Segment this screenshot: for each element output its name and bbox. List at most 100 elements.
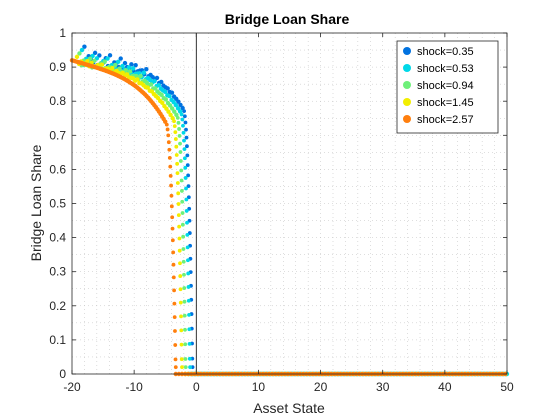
data-point: [153, 86, 158, 91]
x-axis-ticks: -20 -10 0 10 20 30 40 50: [63, 33, 514, 394]
data-point: [172, 301, 177, 306]
data-point: [172, 124, 177, 129]
data-point: [170, 116, 175, 121]
data-point: [163, 119, 168, 124]
y-tick-label: 0.8: [49, 94, 66, 108]
legend-box: [396, 40, 499, 134]
data-point: [181, 234, 186, 239]
data-point: [179, 328, 184, 333]
data-point: [182, 286, 187, 290]
data-point: [170, 238, 175, 243]
data-point: [102, 59, 107, 64]
data-point: [166, 133, 171, 138]
data-point: [116, 59, 121, 65]
data-point: [173, 130, 178, 135]
data-point: [175, 161, 180, 166]
data-point: [183, 342, 188, 347]
x-tick-label: 20: [314, 380, 328, 394]
y-tick-label: 0.5: [49, 197, 66, 211]
data-point: [167, 155, 172, 160]
data-point: [170, 226, 175, 231]
data-point: [170, 215, 175, 220]
data-point: [134, 73, 139, 79]
data-point: [182, 147, 187, 152]
data-point: [177, 224, 182, 229]
data-point: [187, 206, 192, 211]
legend-label: shock=1.45: [417, 97, 474, 109]
data-point: [175, 171, 180, 176]
data-point: [178, 150, 183, 154]
data-point: [181, 247, 186, 251]
y-tick-label: 0.6: [49, 162, 66, 176]
data-point: [176, 191, 181, 196]
data-point: [122, 60, 128, 66]
data-point: [180, 365, 184, 370]
data-point: [187, 327, 192, 332]
data-point: [113, 62, 118, 68]
data-point: [185, 220, 189, 225]
data-point: [181, 259, 186, 264]
chart-title: Bridge Loan Share: [225, 11, 350, 27]
data-point: [178, 287, 183, 292]
data-point: [177, 248, 182, 253]
data-point: [184, 209, 189, 213]
data-point: [180, 222, 185, 227]
data-point: [182, 138, 186, 143]
data-point: [90, 53, 95, 59]
y-tick-label: 0.2: [49, 299, 66, 313]
legend: shock=0.35 shock=0.53 shock=0.94 shock=1.45…: [396, 40, 499, 134]
data-point: [169, 106, 175, 111]
data-point: [99, 62, 105, 67]
data-point: [118, 56, 123, 61]
data-point: [173, 329, 177, 333]
data-point: [135, 77, 140, 82]
data-point: [123, 68, 129, 73]
data-point: [110, 65, 115, 71]
data-point: [167, 93, 172, 99]
data-point: [187, 341, 192, 346]
data-point: [120, 70, 125, 76]
data-point: [173, 343, 178, 347]
data-point: [129, 62, 134, 67]
data-point: [183, 365, 188, 370]
y-axis-ticks: 0 0.1 0.2 0.3 0.4 0.5 0.6 0.7 0.8 0.9 1: [49, 26, 507, 381]
data-point: [180, 117, 185, 122]
y-tick-label: 0.1: [49, 333, 66, 347]
data-point: [184, 186, 188, 191]
data-point: [92, 50, 98, 56]
data-point: [171, 250, 176, 255]
data-point: [186, 298, 191, 303]
data-point: [107, 53, 113, 58]
data-point: [183, 120, 188, 125]
data-point: [130, 66, 136, 71]
data-point: [182, 313, 187, 318]
data-point: [159, 92, 164, 98]
data-point: [183, 165, 188, 170]
data-point: [176, 202, 181, 206]
data-point: [79, 47, 85, 53]
data-point: [186, 184, 191, 189]
y-tick-label: 0.9: [49, 60, 66, 74]
data-point: [138, 73, 143, 79]
data-point: [183, 176, 188, 180]
legend-marker: [403, 81, 411, 89]
legend-marker: [403, 47, 411, 55]
data-point: [179, 168, 184, 173]
x-tick-label: 40: [438, 380, 452, 394]
data-point: [179, 314, 183, 319]
data-point: [172, 288, 177, 293]
data-point: [172, 109, 177, 114]
x-tick-label: -10: [125, 380, 143, 394]
data-point: [169, 90, 175, 95]
data-point: [166, 109, 171, 114]
data-point: [188, 365, 192, 370]
x-tick-label: 10: [252, 380, 266, 394]
data-point: [97, 53, 102, 58]
x-tick-label: 50: [500, 380, 514, 394]
data-point: [169, 204, 174, 209]
data-point: [185, 163, 190, 168]
data-point: [185, 144, 189, 149]
data-point: [173, 365, 178, 370]
legend-marker: [403, 98, 411, 106]
